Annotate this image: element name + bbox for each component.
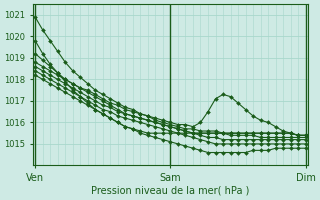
X-axis label: Pression niveau de la mer( hPa ): Pression niveau de la mer( hPa ) <box>91 186 250 196</box>
